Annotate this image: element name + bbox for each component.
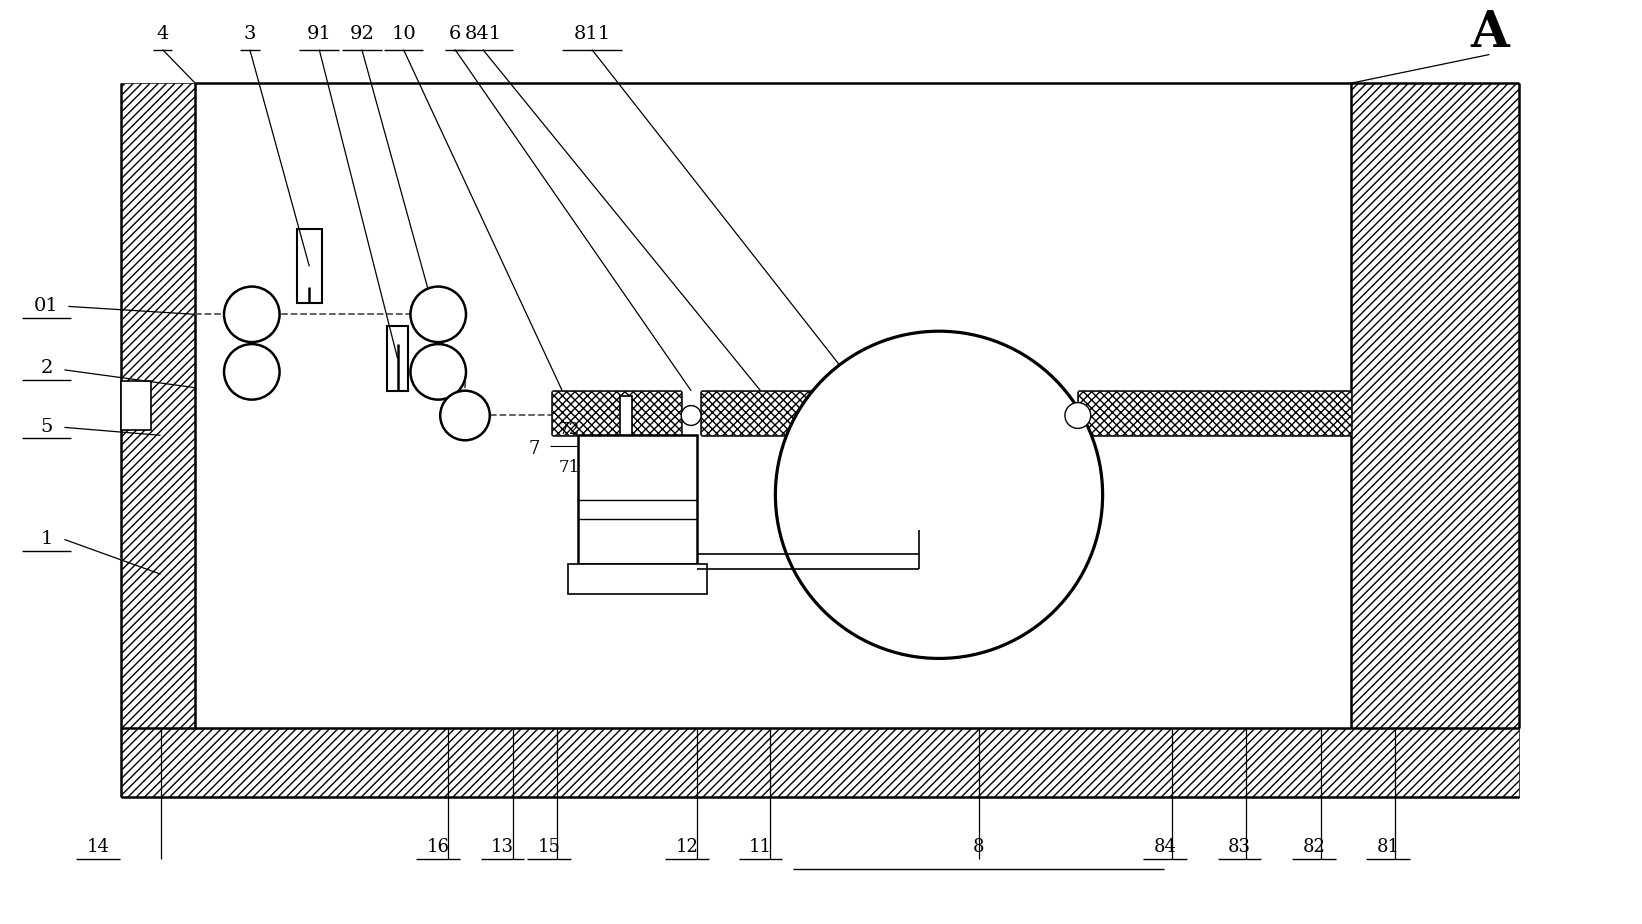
Circle shape <box>775 331 1103 659</box>
Text: 91: 91 <box>307 25 332 43</box>
Text: 71: 71 <box>558 458 580 476</box>
Polygon shape <box>701 391 870 435</box>
Circle shape <box>223 344 279 399</box>
Text: 12: 12 <box>677 838 698 856</box>
Polygon shape <box>122 728 1519 797</box>
Text: 11: 11 <box>749 838 772 856</box>
Bar <box>619 395 632 435</box>
Bar <box>386 326 409 391</box>
Text: 72: 72 <box>558 420 580 438</box>
Text: 5: 5 <box>41 419 53 436</box>
Polygon shape <box>1077 391 1350 435</box>
Text: 81: 81 <box>1376 838 1399 856</box>
Text: 3: 3 <box>243 25 256 43</box>
Circle shape <box>681 406 701 425</box>
Text: 4: 4 <box>156 25 169 43</box>
Text: 2: 2 <box>41 359 53 377</box>
Text: 92: 92 <box>350 25 374 43</box>
Bar <box>568 565 708 594</box>
Text: 82: 82 <box>1302 838 1325 856</box>
Circle shape <box>410 344 466 399</box>
Text: 1: 1 <box>41 530 53 549</box>
Text: 7: 7 <box>529 440 540 458</box>
Circle shape <box>223 286 279 342</box>
Polygon shape <box>122 83 195 728</box>
Polygon shape <box>552 391 681 435</box>
Text: 16: 16 <box>427 838 450 856</box>
Circle shape <box>410 286 466 342</box>
Polygon shape <box>1350 83 1519 728</box>
Text: 6: 6 <box>448 25 461 43</box>
Text: 01: 01 <box>34 298 59 315</box>
Circle shape <box>440 391 489 440</box>
Text: 84: 84 <box>1154 838 1177 856</box>
Text: A: A <box>1470 9 1509 58</box>
Text: 841: 841 <box>465 25 501 43</box>
Circle shape <box>1066 403 1090 429</box>
Text: 15: 15 <box>539 838 560 856</box>
Text: 8: 8 <box>974 838 985 856</box>
Bar <box>297 229 322 303</box>
Text: 13: 13 <box>491 838 514 856</box>
Text: 811: 811 <box>573 25 611 43</box>
Text: 83: 83 <box>1228 838 1251 856</box>
Text: 14: 14 <box>87 838 110 856</box>
Bar <box>578 435 698 565</box>
Bar <box>122 381 151 431</box>
Text: 10: 10 <box>391 25 415 43</box>
